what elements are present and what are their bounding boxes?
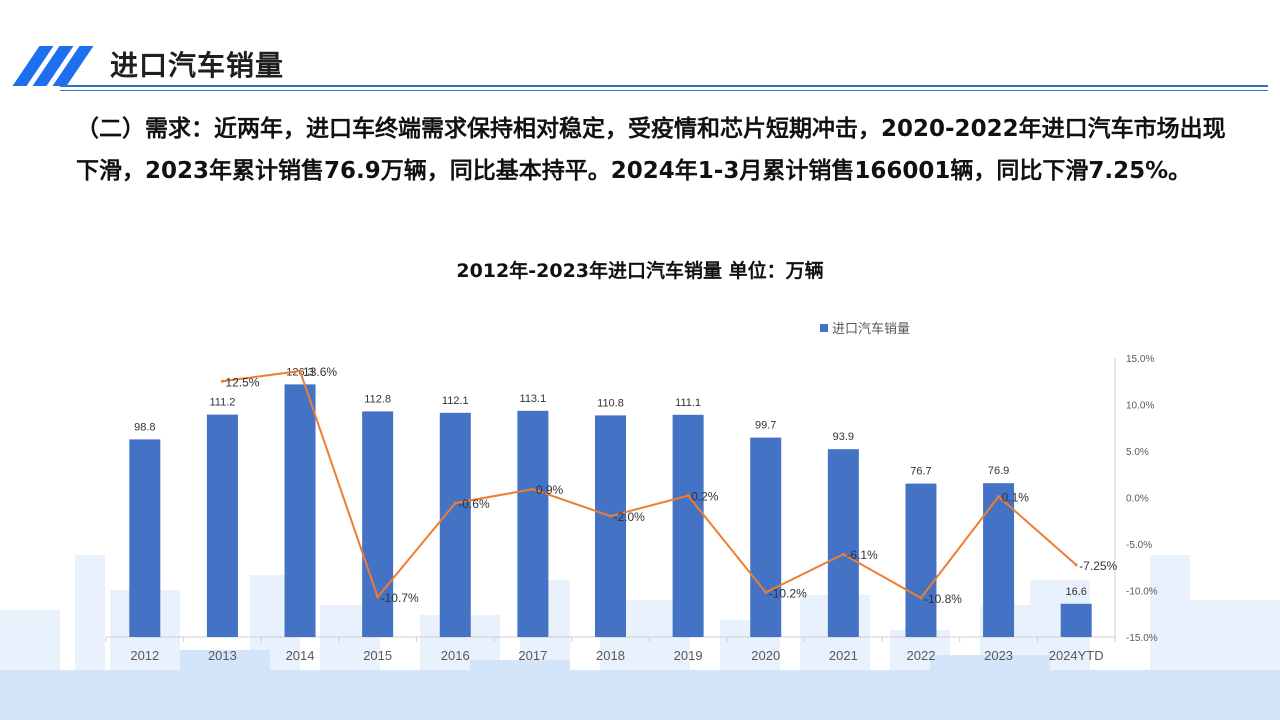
- bar: [595, 415, 626, 637]
- growth-rate-point: [531, 487, 535, 491]
- x-tick-label: 2024YTD: [1049, 648, 1104, 663]
- growth-rate-label: 13.6%: [303, 365, 337, 379]
- growth-rate-point: [453, 501, 457, 505]
- bar-data-label: 112.8: [364, 393, 391, 405]
- x-tick-label: 2014: [286, 648, 315, 663]
- x-tick-label: 2021: [829, 648, 858, 663]
- growth-rate-label: -10.7%: [381, 591, 419, 605]
- bar-data-label: 93.9: [833, 431, 854, 443]
- growth-rate-label: -6.1%: [846, 548, 878, 562]
- bar-data-label: 111.1: [675, 397, 701, 409]
- y2-tick-label: -10.0%: [1126, 587, 1158, 598]
- bar: [284, 384, 316, 637]
- x-tick-label: 2022: [907, 648, 936, 663]
- growth-rate-point: [997, 495, 1001, 499]
- y2-tick-label: 15.0%: [1126, 354, 1154, 365]
- y2-tick-label: -15.0%: [1126, 633, 1158, 644]
- growth-rate-point: [686, 494, 690, 498]
- bar-data-label: 76.9: [988, 465, 1009, 477]
- x-tick-label: 2012: [130, 648, 159, 663]
- growth-rate-label: -2.0%: [614, 510, 646, 524]
- bar-data-label: 110.8: [597, 397, 624, 409]
- description-text: （二）需求：近两年，进口车终端需求保持相对稳定，受疫情和芯片短期冲击，2020-…: [76, 116, 1226, 184]
- growth-rate-point: [609, 514, 612, 518]
- legend-label: 进口汽车销量: [832, 322, 911, 337]
- growth-rate-label: -0.6%: [458, 497, 490, 511]
- growth-rate-label: 0.1%: [1002, 491, 1030, 505]
- page-title: 进口汽车销量: [110, 49, 285, 82]
- y2-tick-label: 10.0%: [1126, 401, 1154, 412]
- x-tick-label: 2019: [674, 648, 703, 663]
- chart-title: 2012年-2023年进口汽车销量 单位：万辆: [456, 260, 824, 282]
- bar: [672, 414, 704, 637]
- growth-rate-label: -10.2%: [769, 586, 807, 600]
- bar: [129, 439, 161, 637]
- growth-rate-label: 0.2%: [691, 490, 719, 504]
- growth-rate-point: [220, 379, 224, 383]
- bar-data-label: 98.8: [134, 421, 155, 433]
- growth-rate-line: [222, 369, 1077, 600]
- x-tick-label: 2016: [441, 648, 470, 663]
- growth-rate-label: 0.9%: [536, 483, 564, 497]
- bar: [206, 414, 238, 637]
- bar: [1060, 603, 1092, 637]
- growth-rate-label: -10.8%: [924, 592, 962, 606]
- bar-data-label: 112.1: [442, 395, 469, 407]
- bar: [905, 483, 937, 637]
- bar: [827, 449, 859, 637]
- y2-tick-label: 0.0%: [1126, 494, 1149, 505]
- x-tick-label: 2020: [751, 648, 780, 663]
- growth-rate-label: -7.25%: [1079, 559, 1117, 573]
- growth-rate-point: [841, 552, 845, 556]
- header-divider: [60, 85, 1268, 87]
- bar: [750, 437, 782, 637]
- legend-swatch: [820, 323, 828, 332]
- bar-data-label: 111.2: [209, 397, 235, 409]
- bar: [517, 410, 549, 637]
- bar-data-label: 99.7: [755, 420, 776, 432]
- bar-data-label: 16.6: [1065, 586, 1086, 598]
- header-divider-thin: [60, 90, 1268, 91]
- bar: [362, 411, 394, 637]
- growth-rate-point: [376, 595, 380, 599]
- bar-data-label: 76.7: [910, 466, 931, 478]
- growth-rate-label: 12.5%: [225, 375, 259, 389]
- chart-legend: 进口汽车销量: [820, 318, 910, 337]
- x-tick-label: 2013: [208, 648, 237, 663]
- x-tick-label: 2018: [596, 648, 625, 663]
- growth-rate-point: [298, 369, 302, 373]
- y2-tick-label: 5.0%: [1126, 447, 1149, 458]
- x-tick-label: 2017: [518, 648, 547, 663]
- growth-rate-point: [1074, 563, 1078, 567]
- growth-rate-point: [764, 590, 768, 594]
- x-tick-label: 2015: [363, 648, 392, 663]
- bar: [439, 412, 471, 637]
- bar-data-label: 113.1: [520, 393, 547, 405]
- growth-rate-point: [919, 596, 923, 600]
- y2-tick-label: -5.0%: [1126, 540, 1152, 551]
- x-tick-label: 2023: [984, 648, 1013, 663]
